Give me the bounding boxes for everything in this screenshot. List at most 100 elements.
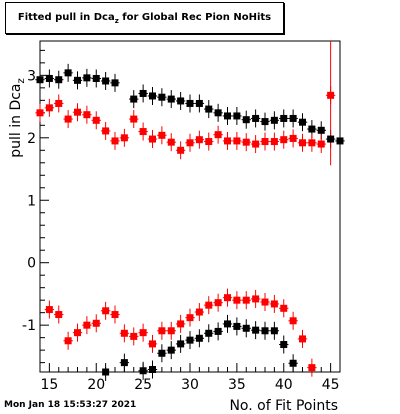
data-point [205, 105, 213, 113]
data-point [139, 329, 147, 337]
data-point [270, 138, 278, 146]
data-point [214, 327, 222, 335]
data-point [64, 115, 72, 123]
y-axis-label: pull in Dcaz [8, 78, 27, 158]
data-point [92, 319, 100, 327]
y-tick-label: 3 [27, 68, 36, 84]
data-point [167, 346, 175, 354]
data-point [270, 300, 278, 308]
data-point [195, 136, 203, 144]
data-point [120, 359, 128, 367]
footer-timestamp: Mon Jan 18 15:53:27 2021 [4, 400, 137, 410]
data-point [92, 74, 100, 82]
data-point [111, 137, 119, 145]
data-point [120, 134, 128, 142]
data-point [233, 112, 241, 120]
data-point [224, 320, 231, 328]
data-point [74, 329, 81, 337]
y-tick-label: 1 [27, 193, 36, 209]
data-point [120, 329, 128, 337]
data-point [55, 311, 63, 319]
x-tick-label: 25 [134, 377, 152, 393]
data-point [186, 139, 194, 147]
data-point [186, 336, 194, 344]
data-point [242, 138, 250, 146]
data-point [308, 139, 316, 147]
data-point [270, 116, 278, 124]
data-point [158, 131, 166, 139]
data-point [308, 364, 316, 372]
data-point [177, 97, 185, 105]
x-tick-label: 30 [181, 377, 199, 393]
data-point [289, 134, 297, 142]
data-point [224, 137, 231, 145]
data-point [55, 76, 63, 84]
data-point [261, 118, 269, 126]
data-point [280, 304, 288, 312]
data-point [308, 125, 316, 133]
data-point [317, 140, 325, 148]
data-point [177, 146, 185, 154]
data-point [102, 307, 110, 315]
data-point [83, 111, 91, 119]
data-point [261, 327, 269, 335]
y-tick-label: 0 [27, 256, 36, 272]
data-point [336, 137, 344, 145]
data-point [83, 321, 91, 329]
x-axis-label: No. of Fit Points [229, 398, 338, 414]
data-point [205, 329, 213, 337]
data-point [45, 74, 53, 82]
data-point [280, 341, 288, 349]
data-point [280, 114, 288, 122]
data-point [233, 137, 241, 145]
data-point [92, 116, 100, 124]
data-point [299, 139, 306, 147]
data-point [195, 334, 203, 342]
data-point [280, 136, 288, 144]
data-point [74, 108, 81, 116]
data-point [149, 92, 156, 100]
y-tick-label: -1 [22, 318, 36, 334]
data-point [214, 109, 222, 117]
data-point [270, 327, 278, 335]
data-point [36, 109, 44, 117]
x-tick-label: 35 [228, 377, 246, 393]
data-point [111, 79, 119, 87]
data-point [158, 349, 166, 357]
data-point [158, 93, 166, 101]
data-point [186, 314, 194, 322]
data-point [149, 135, 156, 143]
data-point [252, 295, 260, 303]
data-point [327, 135, 335, 143]
data-point [252, 114, 260, 122]
data-point [102, 127, 110, 135]
data-point [327, 91, 335, 99]
data-point [130, 115, 138, 123]
data-point [317, 126, 325, 134]
data-point [224, 294, 231, 302]
data-point [45, 306, 53, 314]
data-point [224, 112, 231, 120]
x-tick-label: 45 [322, 377, 340, 393]
data-point [177, 340, 185, 348]
data-point [36, 76, 44, 84]
data-point [55, 99, 63, 107]
data-point [205, 138, 213, 146]
data-point [149, 340, 156, 348]
data-point [299, 335, 306, 343]
data-point [111, 311, 119, 319]
data-point [205, 301, 213, 309]
data-point [102, 368, 110, 376]
data-point [64, 69, 72, 77]
data-point [289, 114, 297, 122]
data-point [261, 138, 269, 146]
data-point [261, 298, 269, 306]
data-point [195, 308, 203, 316]
data-point [252, 326, 260, 334]
data-point [186, 99, 194, 107]
data-point [214, 299, 222, 307]
data-point [130, 332, 138, 340]
data-point [233, 296, 241, 304]
data-point [64, 337, 72, 345]
